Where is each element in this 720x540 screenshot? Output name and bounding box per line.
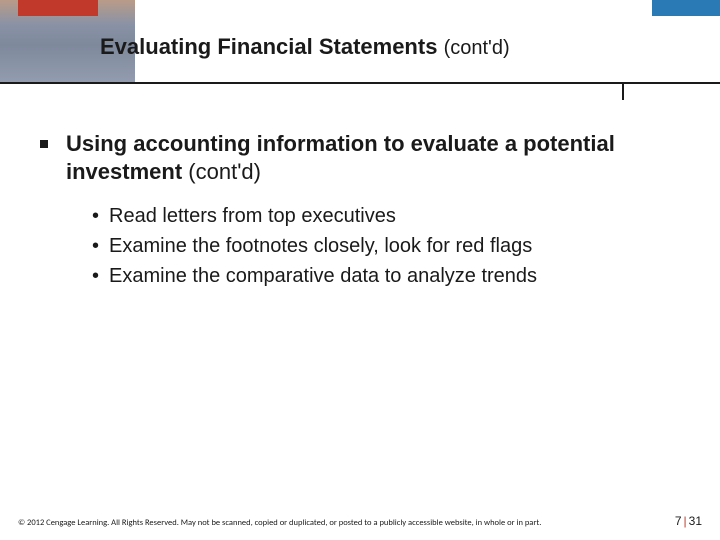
sub-item-text: Read letters from top executives [109,203,396,229]
title-contd: (cont'd) [444,37,510,59]
page-separator: | [684,514,687,528]
list-item: • Examine the footnotes closely, look fo… [92,233,680,259]
main-bullet: Using accounting information to evaluate… [40,130,680,185]
sub-item-text: Examine the comparative data to analyze … [109,263,537,289]
header-band: Evaluating Financial Statements (cont'd) [0,0,720,85]
content-area: Using accounting information to evaluate… [40,130,680,293]
page-number: 7|31 [675,514,702,528]
bullet-dot-icon: • [92,263,99,289]
bullet-dot-icon: • [92,233,99,259]
header-notch [604,82,624,84]
red-accent-block [18,0,98,16]
list-item: • Read letters from top executives [92,203,680,229]
blue-accent-block [652,0,720,16]
slide: Evaluating Financial Statements (cont'd)… [0,0,720,540]
footer: © 2012 Cengage Learning. All Rights Rese… [18,514,702,528]
main-bullet-text: Using accounting information to evaluate… [66,130,680,185]
slide-number: 31 [689,514,702,528]
square-bullet-icon [40,140,48,148]
chapter-number: 7 [675,514,682,528]
list-item: • Examine the comparative data to analyz… [92,263,680,289]
bullet-dot-icon: • [92,203,99,229]
main-bold: Using accounting information to evaluate… [66,131,615,184]
main-contd: (cont'd) [188,159,261,184]
title-main: Evaluating Financial Statements [100,34,437,59]
sub-item-text: Examine the footnotes closely, look for … [109,233,532,259]
sub-bullet-list: • Read letters from top executives • Exa… [92,203,680,289]
slide-title: Evaluating Financial Statements (cont'd) [100,34,510,60]
copyright-text: © 2012 Cengage Learning. All Rights Rese… [18,518,541,528]
